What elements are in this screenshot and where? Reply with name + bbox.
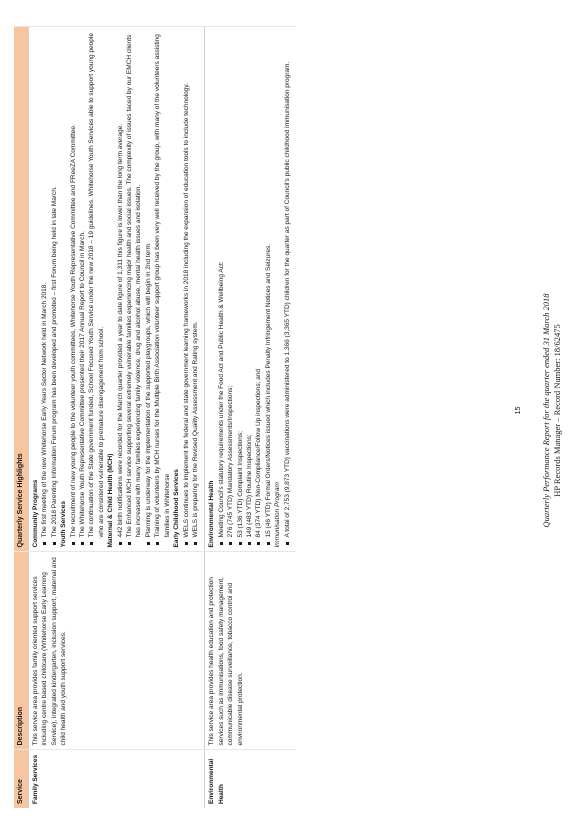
bullet-list: A total of 2,753 (9,873 YTD) vaccination…	[283, 31, 292, 548]
header-service: Service	[14, 750, 29, 808]
list-item: The continuation of the State government…	[87, 31, 106, 537]
highlights-cell: Community Programs The first meeting of …	[28, 26, 205, 552]
list-item: The 2018 Parenting Information Forum pro…	[50, 31, 59, 537]
service-highlights-table: Service Description Quarterly Service Hi…	[14, 26, 296, 808]
highlights-cell: Environmental Health Meeting Council's s…	[204, 26, 296, 552]
list-item: 149 (483 YTD) Routine Inspections;	[245, 31, 254, 537]
list-item: 276 (745 YTD) Mandatory Assessments/Insp…	[226, 31, 235, 538]
section-title: Maternal & Child Health (MCH)	[107, 453, 115, 548]
table-row: Family Services This service area provid…	[28, 26, 205, 808]
list-item: 442 birth notifications were recorded fo…	[116, 31, 125, 538]
table-row: Environmental Health This service area p…	[204, 26, 296, 808]
service-name: Environmental Health	[204, 750, 296, 808]
bullet-list: WELS continues to implement the federal …	[182, 31, 201, 548]
page-footer: Quarterly Performance Report for the qua…	[541, 0, 563, 821]
list-item: The first meeting of the new Whitehorse …	[40, 31, 49, 538]
list-item: The recruitment of new young people to t…	[69, 31, 78, 537]
list-item: Planning is underway for the implementat…	[144, 31, 153, 537]
list-item: The Whitehorse Youth Representative Comm…	[78, 31, 87, 537]
list-item: A total of 2,753 (9,873 YTD) vaccination…	[283, 31, 292, 538]
section-title-italic: Immunisation Program	[274, 482, 282, 548]
header-highlights: Quarterly Service Highlights	[14, 26, 29, 552]
list-item: WELS continues to implement the federal …	[182, 31, 191, 537]
list-item: Meeting Council's statutory requirements…	[217, 31, 226, 537]
bullet-list: The first meeting of the new Whitehorse …	[40, 31, 59, 548]
list-item: Training of volunteers by MCH nurses for…	[153, 31, 172, 537]
header-description: Description	[14, 552, 29, 750]
table-header-row: Service Description Quarterly Service Hi…	[14, 26, 29, 808]
service-description: This service area provides family orient…	[28, 552, 205, 750]
list-item: 15 (46 YTD) Formal Orders/Notices issued…	[264, 31, 273, 538]
section-title: Early Childhood Services	[173, 469, 181, 548]
bullet-list: 442 birth notifications were recorded fo…	[116, 31, 172, 548]
list-item: The Enhanced MCH service supporting seve…	[125, 31, 144, 538]
service-description: This service area provides health educat…	[204, 552, 296, 750]
bullet-list: The recruitment of new young people to t…	[69, 31, 107, 548]
list-item: 53 (136 YTD) Complaint Inspections;	[236, 31, 245, 537]
list-item: WELS is preparing for the Revised Qualit…	[191, 31, 200, 537]
page-number: 15	[515, 406, 522, 415]
bullet-list: Meeting Council's statutory requirements…	[217, 31, 273, 548]
section-title: Environmental Health	[208, 480, 216, 548]
section-title: Community Programs	[32, 479, 39, 548]
footer-record-number: HP Records Manager – Record Number: 18/6…	[552, 324, 562, 497]
section-title: Youth Services	[60, 501, 68, 548]
list-item: 84 (374 YTD) Non-Compliance/Follow Up in…	[254, 31, 263, 538]
footer-report-title: Quarterly Performance Report for the qua…	[541, 293, 551, 528]
service-name: Family Services	[28, 750, 205, 808]
